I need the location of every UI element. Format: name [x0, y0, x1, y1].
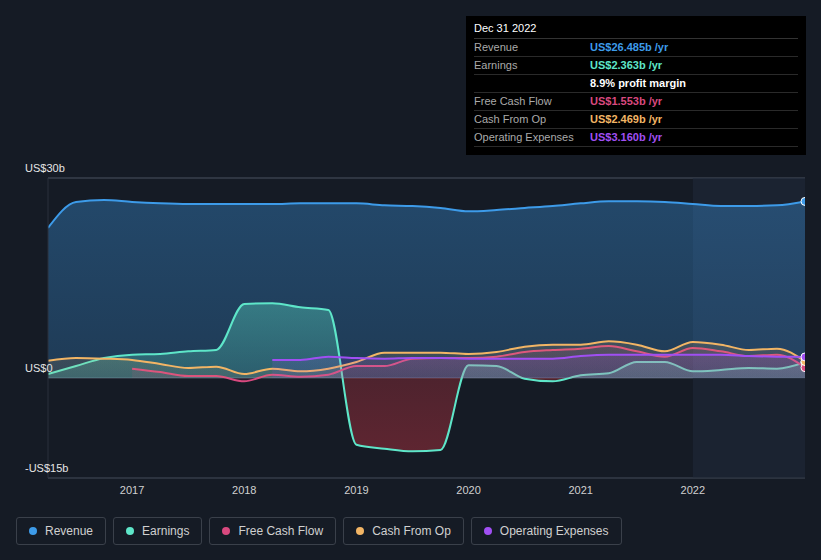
html-text:Operating Expenses: Operating Expenses — [474, 131, 574, 143]
svg-text:US$0: US$0 — [25, 362, 53, 374]
svg-text:-US$15b: -US$15b — [25, 462, 68, 474]
svg-text:2019: 2019 — [344, 484, 368, 496]
svg-text:US$30b: US$30b — [25, 162, 65, 174]
html-text:Operating Expenses: Operating Expenses — [499, 524, 609, 538]
html-text:Cash From Op: Cash From Op — [372, 524, 451, 538]
html-text:US$2.363b /yr: US$2.363b /yr — [590, 59, 663, 71]
html-text:Free Cash Flow: Free Cash Flow — [238, 524, 324, 538]
html-text:Earnings: Earnings — [474, 59, 518, 71]
html-text:Revenue: Revenue — [474, 41, 518, 53]
html-text:Cash From Op: Cash From Op — [474, 113, 547, 125]
svg-text:2020: 2020 — [456, 484, 480, 496]
svg-text:2017: 2017 — [120, 484, 144, 496]
svg-text:2022: 2022 — [681, 484, 705, 496]
svg-text:2021: 2021 — [568, 484, 592, 496]
html-text:US$2.469b /yr: US$2.469b /yr — [590, 113, 663, 125]
html-text:Earnings: Earnings — [142, 524, 190, 538]
html-text:Free Cash Flow: Free Cash Flow — [474, 95, 552, 107]
html-text:8.9% profit margin: 8.9% profit margin — [590, 77, 686, 89]
svg-text:2018: 2018 — [232, 484, 256, 496]
html-text:US$3.160b /yr: US$3.160b /yr — [590, 131, 663, 143]
html-text:US$1.553b /yr: US$1.553b /yr — [590, 95, 663, 107]
html-text:Dec 31 2022: Dec 31 2022 — [474, 22, 537, 34]
html-text:Revenue: Revenue — [45, 524, 93, 538]
html-text:US$26.485b /yr: US$26.485b /yr — [590, 41, 669, 53]
